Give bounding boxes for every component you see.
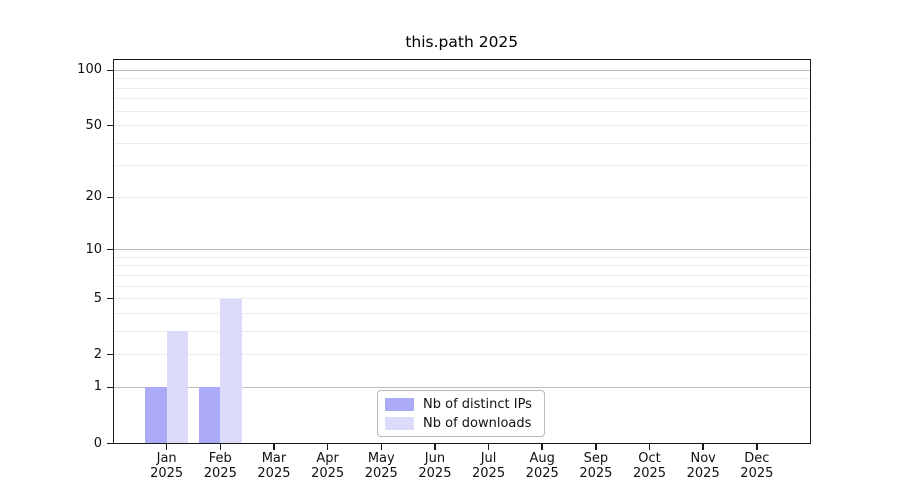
axes-frame — [113, 59, 811, 444]
y-gridline-minor — [113, 142, 811, 144]
y-gridline-minor — [113, 265, 811, 267]
bar-feb-nb-of-downloads — [220, 298, 242, 444]
x-tick — [595, 443, 597, 450]
chart-title: this.path 2025 — [405, 33, 519, 51]
x-tick — [326, 443, 329, 450]
x-tick — [165, 443, 168, 450]
y-gridline-minor — [113, 98, 811, 100]
x-tick-label: Jun 2025 — [418, 451, 452, 481]
y-tick-label: 1 — [93, 379, 102, 395]
y-gridline-major — [113, 249, 811, 251]
y-tick — [107, 442, 113, 445]
y-gridline-minor — [113, 354, 811, 356]
y-tick — [107, 297, 113, 300]
x-tick-label: Sep 2025 — [579, 451, 613, 481]
y-tick-label: 100 — [77, 62, 102, 78]
y-gridline-minor — [113, 298, 811, 300]
x-tick — [380, 443, 383, 450]
y-gridline-minor — [113, 196, 811, 198]
legend-entry: Nb of downloads — [385, 416, 536, 431]
y-gridline-minor — [113, 125, 811, 127]
y-gridline-minor — [113, 285, 811, 287]
y-tick-label: 5 — [93, 290, 102, 306]
y-gridline-major — [113, 69, 811, 71]
x-tick — [702, 443, 704, 450]
x-tick — [756, 443, 758, 450]
y-tick — [107, 69, 113, 72]
y-gridline-minor — [113, 274, 811, 276]
x-tick-label: Jul 2025 — [472, 451, 506, 481]
y-tick — [107, 124, 113, 127]
x-tick-label: Jan 2025 — [150, 451, 184, 481]
y-tick-label: 2 — [93, 346, 102, 362]
y-gridline-minor — [113, 330, 811, 332]
bar-jan-nb-of-distinct-ips — [145, 387, 167, 444]
y-gridline-minor — [113, 78, 811, 80]
x-tick — [219, 443, 222, 450]
y-tick — [107, 196, 113, 199]
y-gridline-major — [113, 386, 811, 388]
x-tick-label: Apr 2025 — [311, 451, 345, 481]
y-gridline-minor — [113, 165, 811, 167]
x-tick — [487, 443, 490, 450]
x-tick-label: Dec 2025 — [740, 451, 774, 481]
x-tick-label: Nov 2025 — [686, 451, 720, 481]
legend-entry: Nb of distinct IPs — [385, 397, 536, 412]
y-tick-label: 50 — [85, 117, 102, 133]
y-tick-label: 0 — [93, 435, 102, 451]
y-tick-label: 10 — [85, 241, 102, 257]
x-tick-label: Feb 2025 — [203, 451, 237, 481]
y-tick-label: 20 — [85, 189, 102, 205]
legend-label: Nb of downloads — [423, 415, 532, 431]
y-gridline-minor — [113, 87, 811, 89]
y-tick — [107, 353, 113, 356]
bar-feb-nb-of-distinct-ips — [198, 387, 221, 444]
x-tick-label: May 2025 — [364, 451, 398, 481]
legend: Nb of distinct IPs Nb of downloads — [377, 390, 545, 437]
y-gridline-minor — [113, 256, 811, 258]
x-tick — [541, 443, 543, 450]
x-tick-label: Oct 2025 — [632, 451, 667, 481]
x-tick — [434, 443, 436, 450]
bar-jan-nb-of-downloads — [166, 331, 189, 444]
legend-label: Nb of distinct IPs — [423, 396, 532, 412]
y-tick — [107, 386, 113, 389]
x-tick — [273, 443, 275, 450]
y-gridline-minor — [113, 110, 811, 112]
x-tick-label: Mar 2025 — [257, 451, 291, 481]
y-tick — [107, 248, 113, 251]
y-gridline-minor — [113, 312, 811, 314]
x-tick-label: Aug 2025 — [525, 451, 559, 481]
legend-swatch — [385, 397, 414, 411]
legend-swatch — [385, 416, 414, 430]
x-tick — [648, 443, 651, 450]
